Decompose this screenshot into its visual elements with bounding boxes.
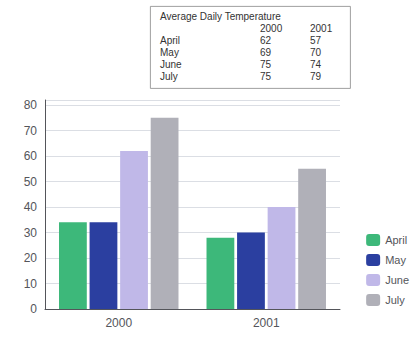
svg-text:0: 0 <box>30 302 37 316</box>
svg-text:2000: 2000 <box>105 316 132 330</box>
svg-text:July: July <box>385 294 405 306</box>
svg-text:July: July <box>160 71 178 82</box>
svg-text:20: 20 <box>24 251 38 265</box>
svg-text:57: 57 <box>310 35 322 46</box>
svg-text:70: 70 <box>310 47 322 58</box>
svg-text:74: 74 <box>310 59 322 70</box>
svg-text:69: 69 <box>260 47 272 58</box>
svg-text:70: 70 <box>24 124 38 138</box>
svg-text:10: 10 <box>24 277 38 291</box>
svg-text:30: 30 <box>24 226 38 240</box>
svg-text:2001: 2001 <box>310 23 333 34</box>
svg-text:June: June <box>160 59 182 70</box>
svg-text:50: 50 <box>24 175 38 189</box>
svg-text:June: June <box>385 274 409 286</box>
svg-text:79: 79 <box>310 71 322 82</box>
svg-text:April: April <box>160 35 180 46</box>
svg-text:40: 40 <box>24 200 38 214</box>
svg-text:62: 62 <box>260 35 272 46</box>
svg-text:2000: 2000 <box>260 23 283 34</box>
svg-text:60: 60 <box>24 149 38 163</box>
svg-text:2001: 2001 <box>253 316 280 330</box>
svg-text:April: April <box>385 234 407 246</box>
svg-text:Average Daily Temperature: Average Daily Temperature <box>160 11 281 22</box>
svg-text:75: 75 <box>260 59 272 70</box>
svg-text:80: 80 <box>24 98 38 112</box>
svg-text:May: May <box>160 47 179 58</box>
svg-text:75: 75 <box>260 71 272 82</box>
svg-text:May: May <box>385 254 406 266</box>
